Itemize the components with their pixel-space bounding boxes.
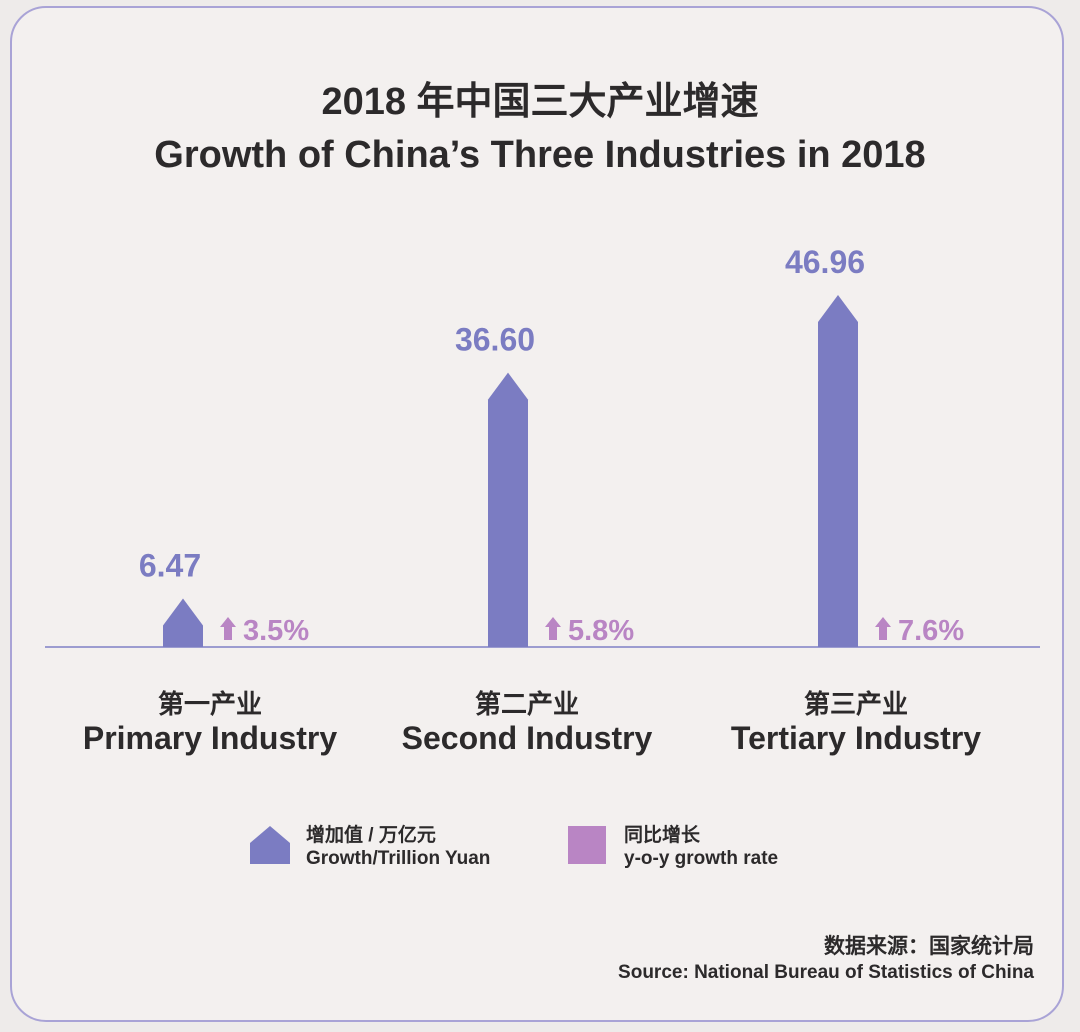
- up-arrow-icon: [875, 617, 891, 640]
- up-arrow-icon: [545, 617, 561, 640]
- bar: [488, 372, 528, 647]
- bar: [163, 598, 203, 647]
- category-label: Second Industry: [401, 720, 653, 756]
- chart-title: 2018 年中国三大产业增速: [321, 81, 759, 123]
- growth-rate-label: 7.6%: [898, 615, 964, 647]
- source-en: Source: National Bureau of Statistics of…: [618, 962, 1034, 983]
- growth-rate-label: 3.5%: [243, 615, 309, 647]
- chart-card: [10, 6, 1064, 1022]
- legend-growth-en: Growth/Trillion Yuan: [306, 848, 491, 869]
- legend-rate-cn: 同比增长: [624, 825, 701, 846]
- legend-bar-icon: [250, 826, 290, 864]
- legend-rate-swatch: [568, 826, 606, 864]
- bar-value-label: 46.96: [785, 244, 865, 280]
- up-arrow-icon: [220, 617, 236, 640]
- legend-growth-cn: 增加值 / 万亿元: [306, 825, 436, 846]
- growth-rate-label: 5.8%: [568, 615, 634, 647]
- chart-subtitle: Growth of China’s Three Industries in 20…: [154, 134, 926, 176]
- legend-rate-en: y-o-y growth rate: [624, 848, 779, 869]
- bar-value-label: 6.47: [139, 548, 201, 584]
- bar-value-label: 36.60: [455, 322, 535, 358]
- source-cn: 数据来源：国家统计局: [824, 935, 1034, 958]
- category-label-cn: 第一产业: [157, 689, 262, 719]
- bar: [818, 295, 858, 647]
- category-label-cn: 第三产业: [803, 689, 908, 719]
- category-label: Tertiary Industry: [730, 720, 982, 756]
- category-label-cn: 第二产业: [474, 689, 579, 719]
- category-label: Primary Industry: [82, 720, 338, 756]
